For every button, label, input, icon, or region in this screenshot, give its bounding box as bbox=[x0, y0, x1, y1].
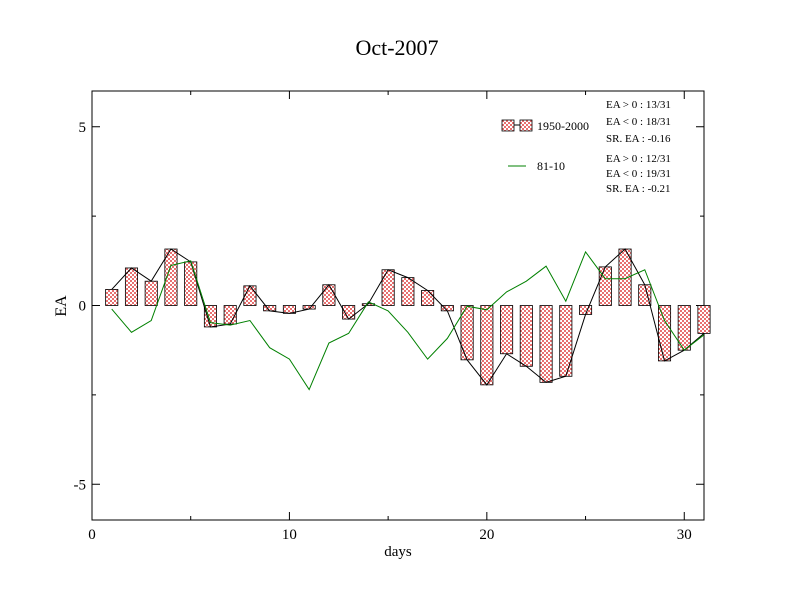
annotation-1-negative: EA < 0 : 18/31 bbox=[606, 116, 671, 128]
y-tick-label: 0 bbox=[79, 299, 87, 315]
series-line-1950-2000 bbox=[111, 248, 705, 386]
x-tick-label: 10 bbox=[282, 527, 297, 543]
bar bbox=[539, 305, 553, 383]
legend-bar-swatch-1 bbox=[501, 119, 515, 132]
bar-series bbox=[105, 248, 711, 386]
bar bbox=[184, 261, 198, 306]
bar bbox=[124, 267, 139, 306]
annotation-2-positive: EA > 0 : 12/31 bbox=[606, 153, 671, 165]
bar bbox=[421, 290, 435, 306]
bar bbox=[697, 305, 711, 334]
line-series bbox=[111, 248, 705, 391]
annotation-1-sr: SR. EA : -0.16 bbox=[606, 133, 671, 145]
legend: 1950-2000 81-10 EA > 0 : 13/31 EA < 0 : … bbox=[501, 99, 671, 195]
x-tick-label: 20 bbox=[479, 527, 494, 543]
bar bbox=[243, 285, 257, 306]
bar bbox=[500, 305, 514, 355]
y-tick-label: 5 bbox=[79, 120, 87, 136]
bar bbox=[401, 277, 415, 306]
x-tick-label: 0 bbox=[88, 527, 96, 543]
chart-title: Oct-2007 bbox=[355, 35, 438, 60]
x-axis-label: days bbox=[384, 544, 412, 560]
bar bbox=[579, 305, 593, 315]
bar bbox=[657, 305, 672, 362]
bar bbox=[381, 269, 395, 306]
bar bbox=[480, 305, 494, 386]
x-tick-label: 30 bbox=[677, 527, 692, 543]
y-tick-label: -5 bbox=[74, 477, 87, 493]
bar bbox=[559, 305, 573, 377]
y-axis-label: EA bbox=[53, 295, 70, 317]
legend-label-1950-2000: 1950-2000 bbox=[537, 119, 589, 133]
series-line-81-10 bbox=[111, 250, 705, 391]
axis-ticks: 0 10 20 30 -5 0 5 bbox=[74, 91, 704, 543]
bar bbox=[519, 305, 533, 367]
annotation-2-sr: SR. EA : -0.21 bbox=[606, 183, 670, 195]
annotation-2-negative: EA < 0 : 19/31 bbox=[606, 168, 671, 180]
annotation-1-positive: EA > 0 : 13/31 bbox=[606, 99, 671, 111]
bar bbox=[105, 289, 119, 306]
legend-bar-swatch-2 bbox=[519, 119, 533, 132]
legend-label-81-10: 81-10 bbox=[537, 159, 565, 173]
bar bbox=[322, 284, 336, 306]
bar bbox=[144, 280, 158, 306]
